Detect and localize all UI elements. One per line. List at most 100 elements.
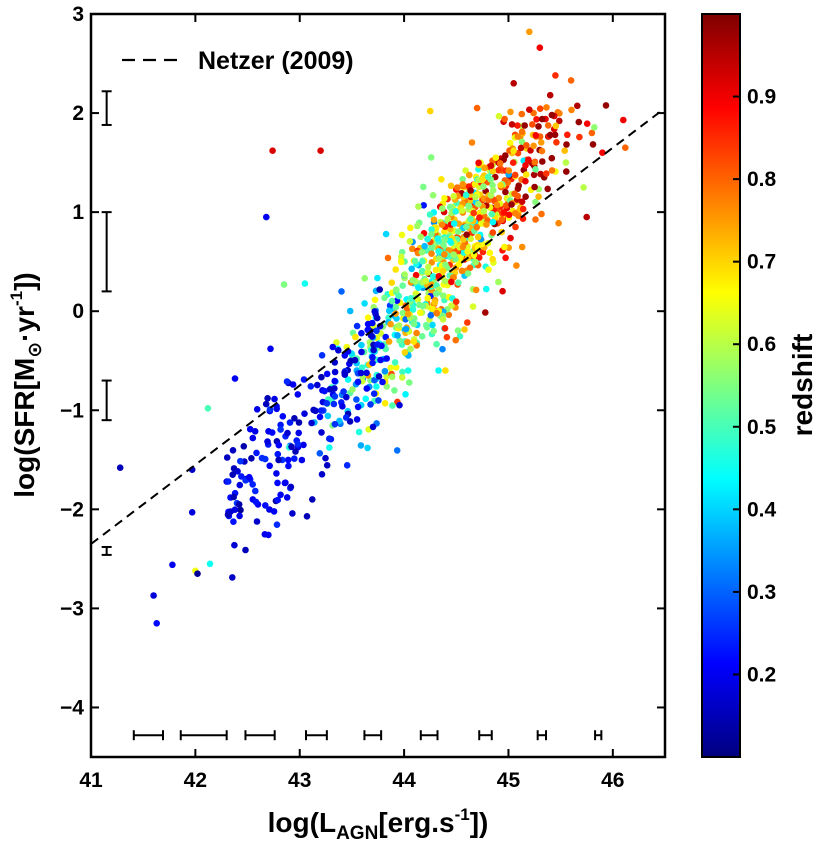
data-point — [267, 345, 274, 353]
data-point — [441, 277, 449, 285]
data-point — [568, 106, 575, 114]
data-point — [402, 325, 410, 333]
data-point — [354, 403, 362, 411]
data-point — [275, 456, 282, 464]
data-point — [358, 329, 365, 337]
y-tick-label: 3 — [72, 3, 84, 26]
data-point — [427, 312, 435, 319]
data-point — [252, 487, 259, 495]
data-point — [432, 266, 440, 274]
data-point — [474, 233, 482, 241]
data-point — [464, 248, 471, 255]
data-point — [264, 438, 271, 445]
data-point — [317, 147, 324, 154]
data-point — [434, 235, 442, 242]
data-point — [442, 261, 449, 269]
y-tick-label: −4 — [60, 696, 84, 719]
data-point — [229, 471, 236, 479]
colorbar-tick-label: 0.3 — [747, 581, 776, 604]
data-point — [331, 385, 338, 392]
data-point — [473, 104, 481, 112]
data-point — [507, 108, 514, 116]
y-tick-label: −3 — [60, 597, 84, 620]
data-point — [492, 154, 500, 161]
data-point — [556, 117, 563, 125]
data-point — [428, 231, 435, 238]
data-point — [536, 44, 544, 51]
data-point — [413, 329, 420, 337]
data-point — [544, 122, 552, 129]
data-point — [501, 243, 508, 251]
plot-frame — [89, 12, 667, 759]
data-point — [546, 91, 554, 99]
data-point — [420, 202, 428, 209]
data-point — [361, 275, 369, 282]
data-point — [229, 447, 237, 454]
y-tick-label: 2 — [72, 102, 84, 125]
data-point — [291, 415, 298, 422]
data-point — [523, 142, 530, 149]
data-point — [439, 316, 447, 323]
data-point — [463, 231, 471, 238]
data-point — [316, 413, 324, 421]
data-point — [514, 133, 522, 140]
data-point — [331, 420, 339, 428]
data-point — [452, 208, 460, 215]
data-point — [298, 456, 306, 464]
error-bars — [101, 90, 603, 741]
data-point — [552, 72, 559, 79]
data-point — [369, 319, 376, 327]
data-point — [599, 149, 606, 156]
data-point — [514, 122, 521, 129]
data-point — [518, 138, 526, 146]
data-point — [388, 297, 396, 305]
data-point — [342, 414, 350, 421]
data-point — [445, 311, 453, 319]
data-point — [388, 279, 396, 287]
data-point — [543, 104, 550, 111]
data-point — [462, 167, 469, 174]
data-point — [529, 121, 536, 128]
data-point — [415, 203, 422, 210]
data-point — [428, 259, 436, 266]
colorbar-label: redshift — [787, 334, 818, 437]
data-point — [532, 166, 539, 173]
data-point — [371, 376, 378, 384]
data-point — [429, 305, 436, 313]
data-point — [418, 248, 426, 256]
data-point — [538, 115, 546, 123]
data-point — [548, 154, 556, 162]
data-point — [438, 176, 445, 183]
data-point — [576, 133, 583, 141]
data-point — [116, 464, 124, 472]
data-point — [538, 147, 546, 155]
data-point — [231, 375, 239, 382]
data-point — [373, 383, 380, 390]
data-point — [318, 429, 325, 436]
data-point — [574, 102, 581, 110]
data-point — [426, 211, 434, 218]
data-point — [343, 393, 350, 401]
data-point — [248, 455, 255, 462]
data-point — [416, 301, 423, 309]
data-point — [381, 400, 389, 407]
data-point — [344, 376, 352, 383]
data-point — [473, 224, 481, 231]
data-point — [382, 333, 390, 341]
data-point — [331, 368, 339, 376]
data-point — [269, 147, 276, 154]
data-point — [475, 200, 482, 208]
data-point — [381, 367, 389, 375]
data-point — [567, 77, 575, 84]
data-point — [497, 181, 504, 189]
data-point — [329, 343, 337, 351]
data-point — [409, 306, 417, 313]
data-point — [580, 184, 587, 191]
data-point — [522, 162, 529, 169]
data-point — [551, 131, 559, 139]
data-point — [452, 298, 460, 306]
data-point — [563, 168, 570, 175]
data-point — [506, 139, 514, 147]
data-point — [424, 269, 432, 276]
data-point — [467, 235, 475, 243]
